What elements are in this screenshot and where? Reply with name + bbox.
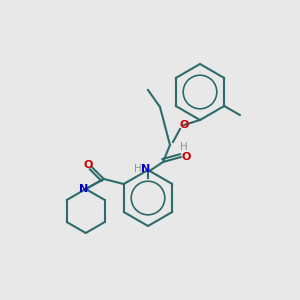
Text: H: H xyxy=(180,142,188,152)
Text: N: N xyxy=(79,184,88,194)
Text: N: N xyxy=(141,164,151,174)
Text: O: O xyxy=(181,152,191,162)
Text: O: O xyxy=(83,160,92,170)
Text: O: O xyxy=(179,120,189,130)
Text: H: H xyxy=(134,164,142,174)
